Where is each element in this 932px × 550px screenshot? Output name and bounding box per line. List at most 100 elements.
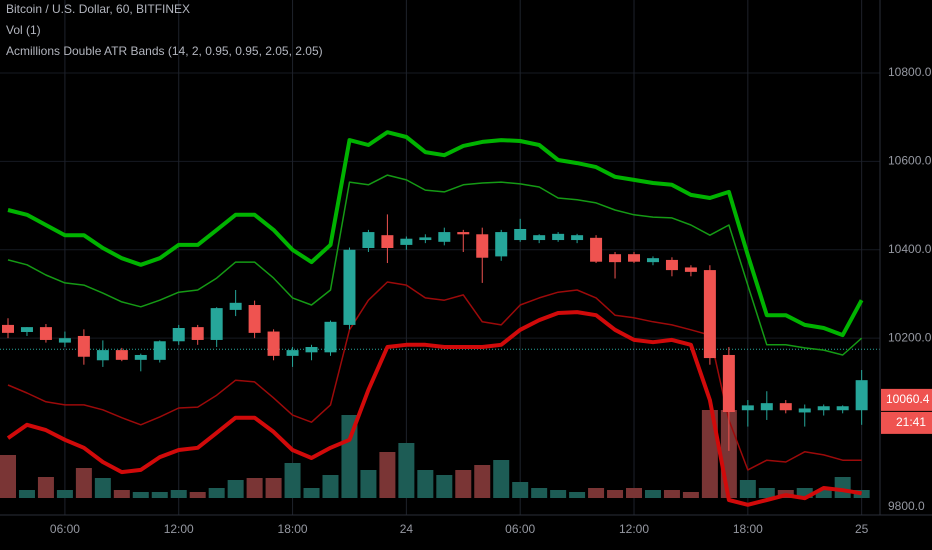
volume-bar [208, 488, 225, 498]
candle-body [533, 235, 546, 241]
volume-bar [189, 492, 206, 498]
volume-bar [663, 490, 680, 498]
candles-layer [2, 214, 868, 451]
candle-body [267, 331, 280, 356]
volume-bar [758, 488, 775, 498]
volume-bar [151, 492, 168, 498]
candle-body [115, 350, 128, 360]
volume-bar [455, 470, 472, 498]
candle-body [210, 308, 223, 340]
volume-bar [341, 415, 358, 498]
candle-body [381, 235, 394, 248]
atr-band [7, 130, 864, 338]
candle-body [628, 254, 641, 262]
grid [0, 0, 880, 516]
volume-bar [303, 488, 320, 498]
volume-bar [379, 452, 396, 498]
volume-bar [398, 443, 415, 498]
countdown-label: 21:41 [896, 415, 926, 429]
volume-bar [227, 480, 244, 498]
candle-body [286, 350, 299, 356]
volume-bar [682, 492, 699, 498]
volume-bar [644, 490, 661, 498]
y-tick-label: 10800.0 [888, 65, 932, 79]
volume-bar [853, 490, 870, 498]
volume-bar [550, 490, 567, 498]
candle-body [514, 228, 527, 241]
candle-body [324, 321, 337, 353]
volume-bar [322, 475, 339, 498]
x-tick-label: 18:00 [278, 522, 308, 536]
candle-body [741, 405, 754, 411]
last-price-box [881, 388, 932, 411]
candle-body [58, 338, 71, 343]
candle-body [305, 347, 318, 353]
candle-body [400, 238, 413, 245]
candle-body [703, 270, 716, 359]
volume-bar [75, 468, 92, 498]
x-tick-label: 18:00 [733, 522, 763, 536]
volume-layer [0, 410, 870, 498]
x-tick-label: 25 [855, 522, 869, 536]
candle-body [665, 259, 678, 271]
volume-bar [18, 490, 35, 498]
atr-band [6, 310, 862, 507]
bands-layer [0, 130, 880, 507]
candle-body [96, 350, 109, 361]
legend-indicator: Acmillions Double ATR Bands (14, 2, 0.95… [6, 44, 323, 58]
volume-bar [531, 488, 548, 498]
candle-body [134, 354, 147, 360]
x-tick-label: 24 [400, 522, 414, 536]
candle-body [191, 327, 204, 340]
chart-title: Bitcoin / U.S. Dollar, 60, BITFINEX [6, 2, 190, 16]
volume-bar [113, 490, 130, 498]
volume-bar [588, 488, 605, 498]
candle-body [20, 327, 33, 332]
volume-bar [132, 492, 149, 498]
candle-body [722, 354, 735, 412]
candle-body [248, 305, 261, 333]
volume-bar [417, 470, 434, 498]
atr-band [7, 281, 862, 471]
y-tick-label: 10400.0 [888, 242, 932, 256]
volume-bar [834, 477, 851, 498]
legend-volume: Vol (1) [6, 23, 41, 37]
candle-body [571, 235, 584, 241]
volume-bar [493, 460, 510, 498]
y-tick-label: 10200.0 [888, 330, 932, 344]
volume-bar [569, 492, 586, 498]
candle-body [552, 233, 565, 241]
x-tick-label: 06:00 [505, 522, 535, 536]
volume-bar [94, 478, 111, 498]
candle-body [646, 258, 659, 263]
candle-body [836, 406, 849, 411]
countdown-box [881, 411, 932, 434]
volume-bar [265, 478, 282, 498]
candle-body [476, 234, 489, 258]
candle-body [817, 406, 830, 411]
candle-body [609, 254, 622, 263]
y-tick-label: 10600.0 [888, 154, 932, 168]
volume-bar [607, 490, 624, 498]
candle-body [229, 302, 242, 310]
candle-body [590, 237, 603, 262]
volume-bar [246, 478, 263, 498]
volume-bar [436, 475, 453, 498]
candle-body [855, 380, 868, 411]
volume-bar [170, 490, 187, 498]
volume-bar [815, 490, 832, 498]
last-price-label: 10060.4 [886, 392, 930, 406]
candle-body [495, 232, 508, 257]
volume-bar [37, 477, 54, 498]
volume-bar [739, 480, 756, 498]
candle-body [684, 267, 697, 272]
candle-body [77, 335, 90, 357]
candle-body [39, 327, 52, 340]
candle-body [798, 408, 811, 413]
volume-bar [360, 470, 377, 498]
candle-body [419, 237, 432, 241]
candle-body [172, 328, 185, 342]
y-tick-label: 9800.0 [888, 499, 925, 513]
